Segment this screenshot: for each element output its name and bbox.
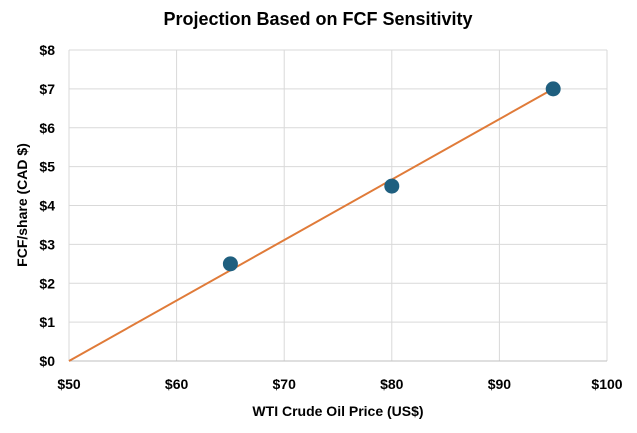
y-tick-label: $1	[39, 314, 55, 330]
x-axis-title: WTI Crude Oil Price (US$)	[252, 403, 423, 419]
y-tick-label: $3	[39, 236, 55, 252]
x-tick-label: $70	[273, 376, 297, 392]
data-point	[222, 256, 238, 272]
y-tick-label: $7	[39, 81, 55, 97]
y-tick-label: $2	[39, 275, 55, 291]
y-tick-label: $4	[39, 198, 55, 214]
chart-title: Projection Based on FCF Sensitivity	[163, 9, 472, 29]
y-tick-label: $5	[39, 159, 55, 175]
y-axis-title: FCF/share (CAD $)	[14, 143, 30, 267]
plot-area: $0 $1 $2 $3 $4 $5 $6 $7 $8 $50 $60 $70 $80 $90 $100	[39, 42, 622, 392]
x-tick-label: $60	[165, 376, 189, 392]
x-tick-label: $100	[591, 376, 622, 392]
y-tick-label: $6	[39, 120, 55, 136]
x-tick-label: $90	[488, 376, 512, 392]
x-tick-label: $80	[380, 376, 404, 392]
x-tick-label: $50	[57, 376, 81, 392]
trendline	[68, 88, 554, 362]
y-tick-label: $8	[39, 42, 55, 58]
data-point	[545, 81, 561, 97]
y-tick-label: $0	[39, 353, 55, 369]
data-point	[384, 178, 400, 194]
